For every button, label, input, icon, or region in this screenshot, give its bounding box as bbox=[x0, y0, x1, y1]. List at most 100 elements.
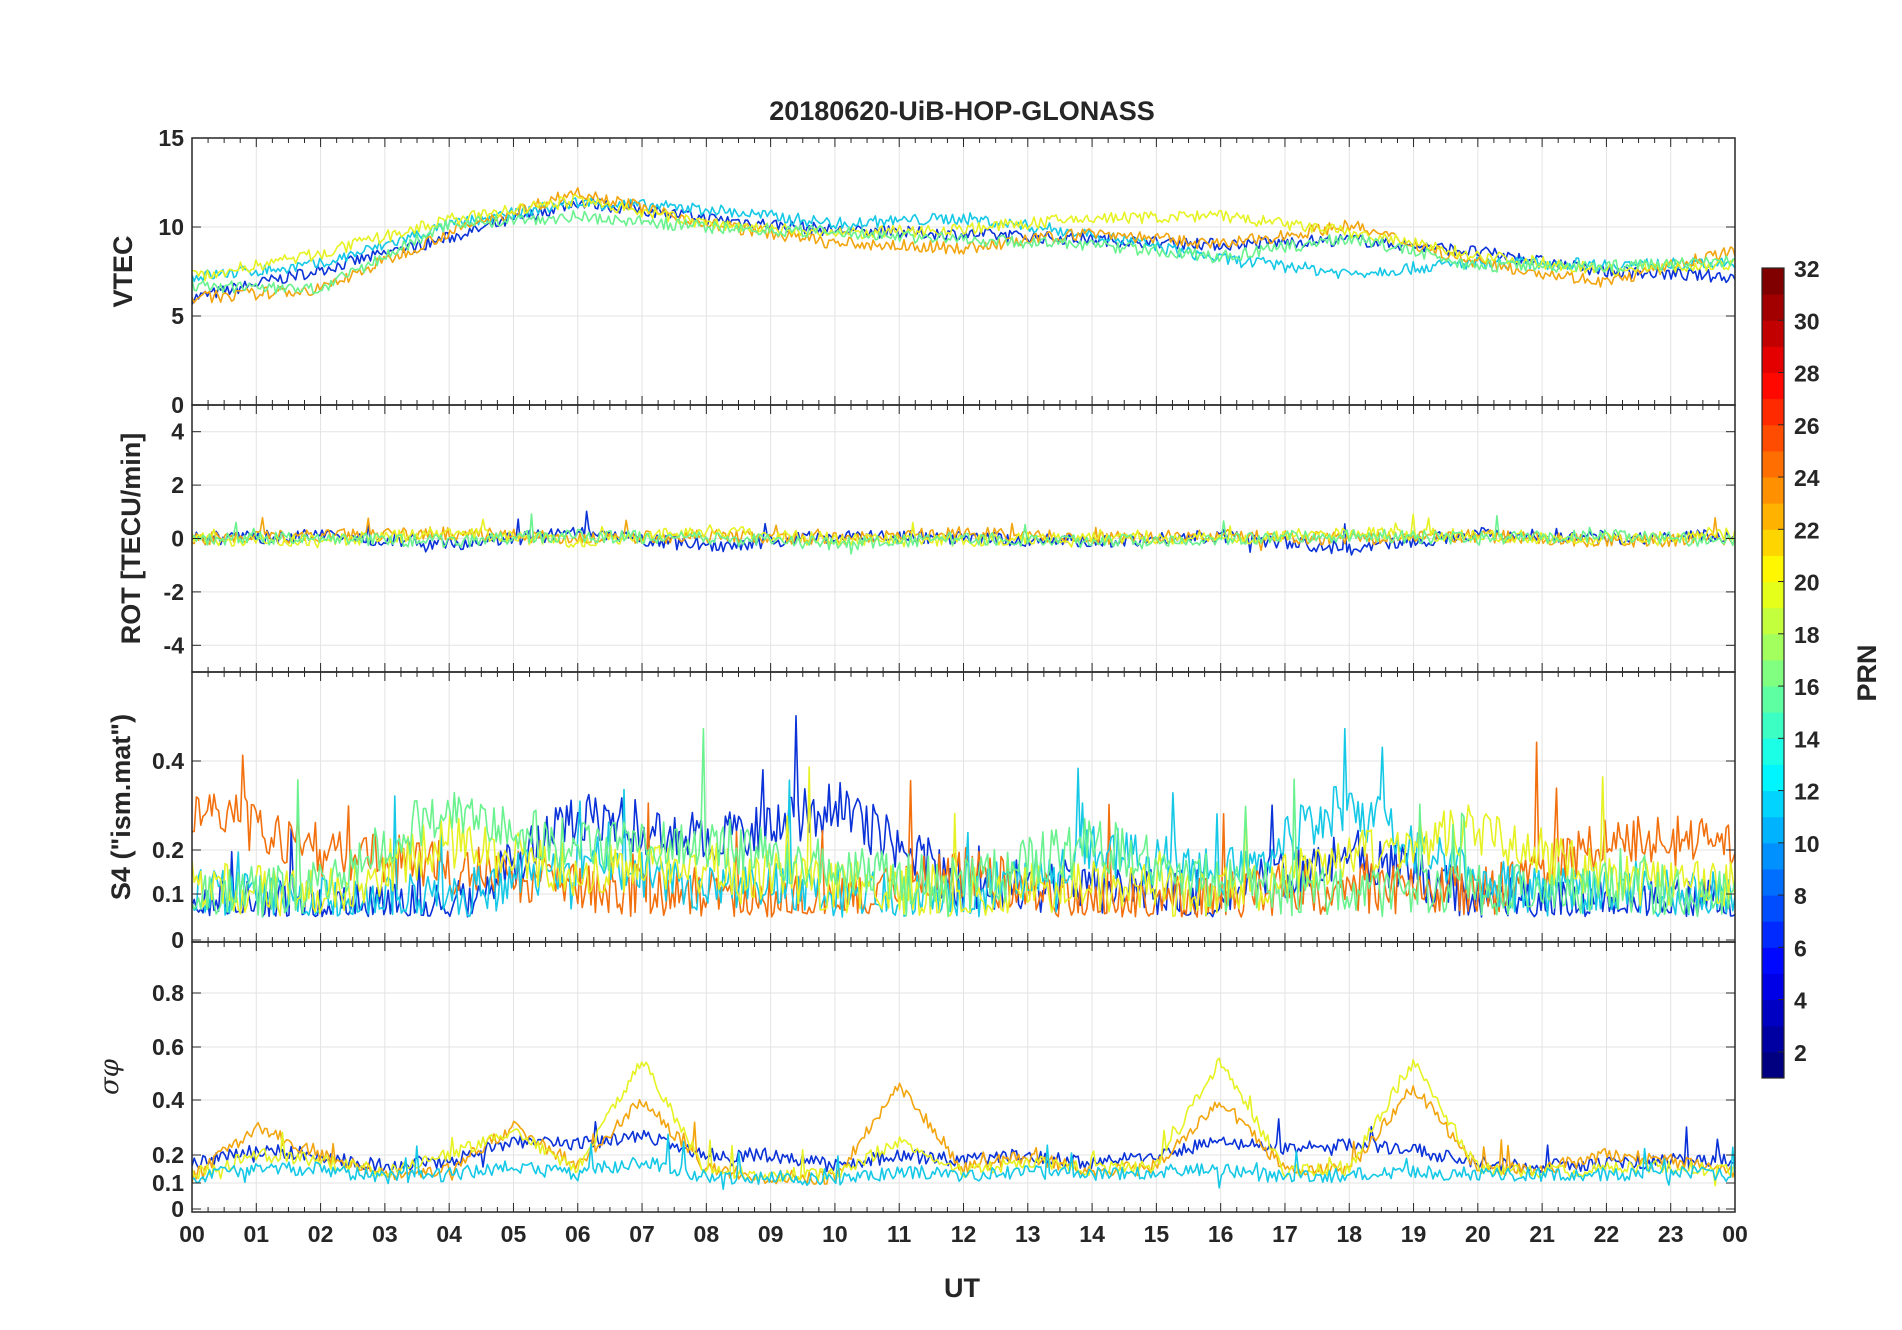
colorbar-tick-label: 12 bbox=[1794, 779, 1820, 805]
x-tick-label: 23 bbox=[1658, 1221, 1684, 1247]
colorbar-segment bbox=[1762, 1051, 1784, 1079]
series-group bbox=[192, 510, 1735, 556]
x-tick-label: 16 bbox=[1208, 1221, 1234, 1247]
x-tick-label: 17 bbox=[1272, 1221, 1298, 1247]
colorbar-segment bbox=[1762, 320, 1784, 347]
colorbar-segment bbox=[1762, 529, 1784, 556]
colorbar-tick-label: 16 bbox=[1794, 674, 1820, 700]
series-group bbox=[192, 1057, 1735, 1191]
y-tick-label: 0.1 bbox=[152, 1170, 184, 1196]
colorbar-segment bbox=[1762, 398, 1784, 426]
colorbar-segment bbox=[1762, 633, 1784, 661]
colorbar-tick-label: 10 bbox=[1794, 831, 1820, 857]
colorbar-segment bbox=[1762, 999, 1784, 1027]
y-tick-label: 0 bbox=[171, 526, 184, 552]
y-tick-label: -2 bbox=[164, 579, 184, 605]
y-tick-label: 0 bbox=[171, 392, 184, 418]
x-tick-label: 03 bbox=[372, 1221, 398, 1247]
series-group bbox=[192, 187, 1735, 305]
colorbar-tick-label: 22 bbox=[1794, 517, 1820, 543]
series-line bbox=[192, 187, 1735, 304]
colorbar-tick-label: 26 bbox=[1794, 413, 1820, 439]
x-tick-label: 04 bbox=[436, 1221, 462, 1247]
colorbar-segment bbox=[1762, 686, 1784, 713]
x-tick-label: 02 bbox=[308, 1221, 334, 1247]
colorbar-label: PRN bbox=[1852, 644, 1882, 701]
x-tick-label: 22 bbox=[1594, 1221, 1620, 1247]
x-tick-label: 18 bbox=[1336, 1221, 1362, 1247]
series-group bbox=[192, 714, 1735, 918]
colorbar-segment bbox=[1762, 424, 1784, 452]
x-tick-label: 06 bbox=[565, 1221, 591, 1247]
x-axis-label: UT bbox=[944, 1273, 980, 1303]
colorbar-tick-label: 4 bbox=[1794, 988, 1807, 1014]
x-tick-label: 07 bbox=[629, 1221, 655, 1247]
y-tick-label: -4 bbox=[164, 632, 185, 658]
series-line bbox=[192, 209, 1735, 295]
y-axis-label: σφ bbox=[95, 1058, 125, 1095]
y-tick-label: 10 bbox=[158, 214, 184, 240]
y-axis-label: VTEC bbox=[108, 235, 138, 307]
panel-4: 00.10.2 0.4 0.6 0.8 σφ 00 01 02 03 04 05 06 07 08 09 10… bbox=[95, 941, 1748, 1247]
colorbar-tick-label: 6 bbox=[1794, 935, 1807, 961]
colorbar-segment bbox=[1762, 372, 1784, 400]
colorbar-segment bbox=[1762, 738, 1784, 765]
colorbar-tick-label: 24 bbox=[1794, 465, 1820, 491]
y-tick-label: 0.4 bbox=[152, 748, 184, 774]
colorbar-tick-label: 20 bbox=[1794, 570, 1820, 596]
colorbar-segment bbox=[1762, 294, 1784, 321]
colorbar-tick-label: 32 bbox=[1794, 256, 1820, 282]
colorbar-box bbox=[1761, 267, 1785, 1079]
x-tick-label: 20 bbox=[1465, 1221, 1491, 1247]
y-tick-label: 0.8 bbox=[152, 980, 184, 1006]
colorbar-tick-label: 30 bbox=[1794, 308, 1820, 334]
x-tick-label: 00 bbox=[1722, 1221, 1748, 1247]
y-axis-label: S4 ("ism.mat") bbox=[106, 714, 136, 900]
x-tick-label: 05 bbox=[501, 1221, 527, 1247]
colorbar-tick-label: 8 bbox=[1794, 883, 1807, 909]
x-tick-label: 01 bbox=[243, 1221, 269, 1247]
x-tick-label: 19 bbox=[1401, 1221, 1427, 1247]
panel-1: 0 5 10 15 VTEC bbox=[108, 125, 1736, 418]
series-line bbox=[192, 1133, 1735, 1191]
colorbar-segment bbox=[1762, 895, 1784, 922]
panel-2: -4 -2 0 2 4 ROT [TECU/min] bbox=[116, 404, 1736, 673]
colorbar-segment bbox=[1762, 790, 1784, 818]
x-tick-label: 10 bbox=[822, 1221, 848, 1247]
colorbar-segment bbox=[1762, 947, 1784, 974]
colorbar-segment bbox=[1762, 712, 1784, 739]
y-tick-label: 2 bbox=[171, 472, 184, 498]
colorbar-segment bbox=[1762, 842, 1784, 870]
colorbar-segment bbox=[1762, 868, 1784, 896]
colorbar-segment bbox=[1762, 973, 1784, 1001]
colorbar-segment bbox=[1762, 659, 1784, 687]
colorbar-segment bbox=[1762, 450, 1784, 478]
x-tick-label: 14 bbox=[1079, 1221, 1105, 1247]
colorbar-segment bbox=[1762, 268, 1784, 295]
x-tick-label: 09 bbox=[758, 1221, 784, 1247]
x-tick-label: 11 bbox=[887, 1221, 912, 1247]
colorbar-tick-label: 18 bbox=[1794, 622, 1820, 648]
colorbar-segment bbox=[1762, 477, 1784, 504]
colorbar-tick-label: 14 bbox=[1794, 726, 1820, 752]
colorbar-segment bbox=[1762, 503, 1784, 530]
colorbar-tick-label: 28 bbox=[1794, 361, 1820, 387]
y-tick-label: 0.1 bbox=[152, 881, 184, 907]
y-tick-label: 15 bbox=[158, 125, 184, 151]
x-tick-label: 00 bbox=[179, 1221, 205, 1247]
x-tick-label: 08 bbox=[694, 1221, 720, 1247]
y-axis-label: ROT [TECU/min] bbox=[116, 433, 146, 644]
colorbar-segment bbox=[1762, 921, 1784, 948]
series-line bbox=[192, 198, 1735, 305]
series-line bbox=[192, 727, 1735, 918]
series-line bbox=[192, 766, 1735, 918]
y-tick-label: 0.2 bbox=[152, 837, 184, 863]
colorbar-segment bbox=[1762, 346, 1784, 374]
chart-title: 20180620-UiB-HOP-GLONASS bbox=[769, 96, 1155, 126]
y-tick-label: 4 bbox=[171, 419, 184, 445]
colorbar-segment bbox=[1762, 555, 1784, 583]
x-tick-label: 12 bbox=[951, 1221, 977, 1247]
